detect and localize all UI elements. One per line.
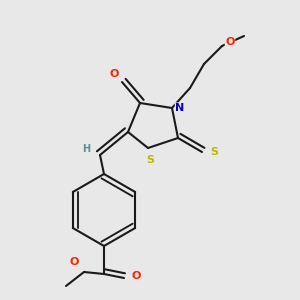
Text: O: O	[225, 37, 235, 47]
Text: O: O	[109, 69, 119, 79]
Text: O: O	[69, 257, 79, 267]
Text: S: S	[146, 155, 154, 165]
Text: H: H	[82, 144, 90, 154]
Text: O: O	[131, 271, 141, 281]
Text: S: S	[210, 147, 218, 157]
Text: N: N	[176, 103, 184, 113]
